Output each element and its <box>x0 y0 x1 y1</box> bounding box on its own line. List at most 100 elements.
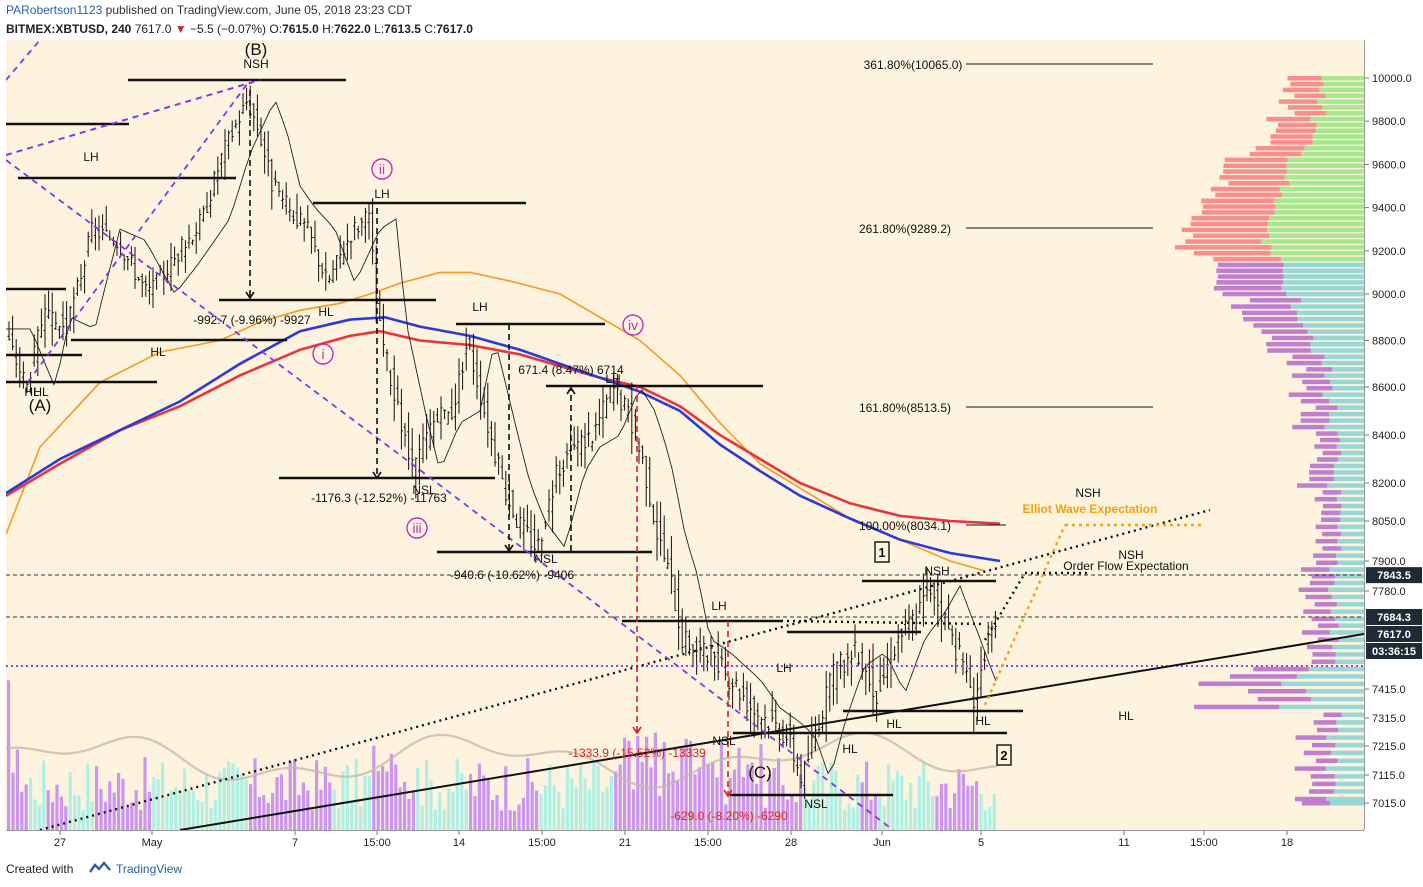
x-tick-label: 15:00 <box>363 837 391 849</box>
profile-bar-buy <box>1270 250 1364 256</box>
profile-bar-buy <box>1337 758 1364 763</box>
chart-plot-area[interactable]: NSH LH HL LH HL HL LH LH NSL NSL LH LH HL NSL HL NSL NSH… <box>5 39 1365 832</box>
volume-bar <box>838 792 842 830</box>
volume-bar <box>15 749 19 830</box>
volume-bar <box>297 794 301 830</box>
volume-bar <box>658 795 662 830</box>
volume-bar <box>209 807 213 830</box>
profile-bar-buy <box>1329 398 1364 404</box>
profile-bar-sell <box>1309 463 1335 469</box>
volume-bar <box>605 787 609 830</box>
volume-bar <box>953 793 957 830</box>
time-axis[interactable]: 27 May 7 15:00 14 15:00 21 15:00 28 Jun 5 11 15:00 18 <box>6 830 1364 851</box>
tradingview-brand[interactable]: TradingView <box>116 862 183 876</box>
volume-bar <box>904 799 908 830</box>
x-tick-label: 15:00 <box>1190 837 1218 849</box>
wave-label-boxed: 2 <box>1000 748 1007 763</box>
profile-bar-sell <box>1312 781 1336 787</box>
wave-circle <box>312 343 334 365</box>
structure-label: HL <box>975 714 991 728</box>
symbol-label: BITMEX:XBTUSD, 240 <box>6 22 132 36</box>
volume-bar <box>262 795 266 830</box>
profile-bar-buy <box>1341 490 1364 495</box>
profile-bar-sell <box>1294 766 1326 771</box>
profile-bar-sell <box>1249 298 1302 303</box>
volume-bar <box>178 790 182 830</box>
profile-bar-buy <box>1275 204 1364 209</box>
profile-bar-sell <box>1315 405 1338 410</box>
profile-bar-sell <box>1316 727 1339 733</box>
profile-bar-buy <box>1267 227 1364 233</box>
profile-bar-sell <box>1231 304 1291 309</box>
profile-bar-sell <box>1295 735 1327 740</box>
profile-bar-buy <box>1326 796 1364 802</box>
profile-bar-buy <box>1274 198 1364 203</box>
profile-bar-buy <box>1282 192 1364 198</box>
volume-bar <box>398 787 402 830</box>
volume-bar <box>403 781 407 830</box>
profile-bar-sell <box>1271 335 1314 341</box>
x-tick-label: 7 <box>292 837 298 849</box>
y-tick-label: 9200.0 <box>1372 246 1406 258</box>
volume-bar <box>152 777 156 830</box>
profile-bar-sell <box>1257 696 1311 702</box>
price-tag-label: 03:36:15 <box>1372 646 1416 658</box>
volume-bar <box>156 779 160 830</box>
profile-bar-buy <box>1289 180 1364 186</box>
profile-bar-buy <box>1313 335 1364 341</box>
price-axis[interactable]: 10000.0 9800.0 9600.0 9400.0 9200.0 9000.0 880… <box>1364 40 1423 830</box>
structure-label: NSL <box>534 552 558 566</box>
volume-bar <box>279 774 283 830</box>
profile-bar-buy <box>1279 186 1364 192</box>
author-link[interactable]: PARobertson1123 <box>6 3 103 17</box>
structure-label: HL <box>318 305 334 319</box>
profile-bar-buy <box>1283 262 1364 268</box>
volume-bar <box>354 758 358 830</box>
profile-bar-buy <box>1333 470 1364 475</box>
volume-bar <box>539 794 543 830</box>
y-tick-label: 7415.0 <box>1372 684 1406 696</box>
chart-svg[interactable]: NSHLHHLLHHLHLLHLHNSLNSLLHLHHLNSLHLNSLNSH… <box>5 39 1365 832</box>
profile-bar-buy <box>1281 256 1364 262</box>
volume-bar <box>381 765 385 830</box>
structure-label: NSL <box>412 483 436 497</box>
volume-bar <box>680 748 684 830</box>
moving-averages <box>5 101 1001 775</box>
volume-bar <box>24 784 28 830</box>
profile-bar-buy <box>1335 616 1364 622</box>
profile-bar-sell <box>1311 659 1336 664</box>
volume-bar <box>812 780 816 830</box>
published-text: published on TradingView.com, June 05, 2… <box>105 3 413 17</box>
volume-bar <box>394 764 398 830</box>
volume-bar <box>935 796 939 830</box>
profile-bar-sell <box>1223 163 1287 168</box>
ohlc-high-key: H: <box>322 22 335 36</box>
profile-bar-buy <box>1329 630 1364 635</box>
profile-bar-buy <box>1325 110 1364 116</box>
profile-bar-sell <box>1314 444 1337 449</box>
volume-bar <box>222 767 226 830</box>
x-tick-label: 11 <box>1118 837 1129 849</box>
volume-bar <box>702 755 706 830</box>
volume-bar <box>689 740 693 830</box>
structure-label: HL <box>842 742 858 756</box>
volume-bar <box>372 745 376 830</box>
profile-bar-buy <box>1332 644 1364 650</box>
volume-bar <box>521 798 525 830</box>
profile-bar-buy <box>1315 128 1364 133</box>
profile-bar-sell <box>1202 204 1276 209</box>
volume-bar <box>205 773 209 830</box>
profile-bar-sell <box>1314 602 1337 607</box>
profile-bar-sell <box>1253 323 1304 328</box>
wave-label-B: (B) <box>245 40 268 59</box>
volume-bar <box>499 810 503 830</box>
profile-bar-buy <box>1306 689 1364 694</box>
profile-bar-sell <box>1288 392 1323 397</box>
profile-bar-sell <box>1315 524 1338 530</box>
wave-label-A: (A) <box>29 396 52 415</box>
profile-bar-buy <box>1335 742 1364 748</box>
volume-bar <box>125 807 129 830</box>
profile-bar-sell <box>1315 431 1338 436</box>
profile-bar-buy <box>1341 712 1364 718</box>
volume-bar <box>706 764 710 830</box>
